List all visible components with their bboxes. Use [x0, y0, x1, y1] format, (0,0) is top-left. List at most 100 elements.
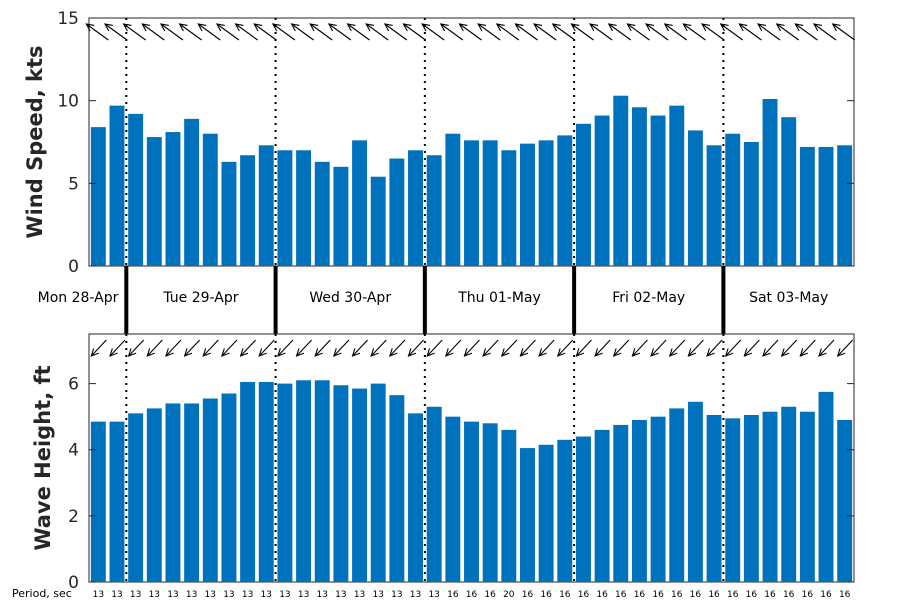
- period-value: 16: [447, 590, 459, 600]
- wave-height-bar: [743, 415, 759, 582]
- wind-arrow: [290, 23, 314, 41]
- period-value: 13: [261, 590, 272, 600]
- wave-arrow: [389, 339, 406, 357]
- wind-direction-arrows: [85, 23, 855, 41]
- wind-arrow: [514, 23, 538, 41]
- wave-height-bar: [202, 398, 218, 582]
- day-label: Thu 01-May: [457, 290, 541, 306]
- wave-height-bar: [837, 419, 853, 582]
- wave-arrow: [500, 339, 518, 357]
- period-value: 13: [317, 590, 328, 600]
- period-value: 16: [746, 590, 758, 600]
- wave-height-bar: [799, 411, 815, 582]
- wind-arrow: [757, 23, 781, 41]
- wave-height-bar: [352, 388, 368, 582]
- wind-arrow: [103, 23, 128, 41]
- wave-height-bar: [109, 421, 125, 582]
- period-value: 16: [671, 590, 683, 600]
- wind-arrow: [122, 23, 146, 41]
- wind-speed-bar: [426, 155, 442, 266]
- wind-arrow: [551, 23, 576, 41]
- wave-arrow: [109, 339, 126, 357]
- wave-height-bar: [557, 439, 573, 582]
- wind-speed-bar: [146, 137, 162, 266]
- period-value: 16: [615, 590, 627, 600]
- wave-arrow: [127, 339, 145, 357]
- day-label: Tue 29-Apr: [162, 290, 238, 306]
- wind-arrow: [253, 23, 277, 41]
- wind-speed-bar: [464, 140, 479, 266]
- wind-speed-bar: [389, 158, 405, 266]
- wind-speed-bar: [221, 161, 237, 266]
- wave-height-bar: [781, 406, 797, 582]
- wave-direction-arrows: [90, 339, 854, 357]
- wave-height-bar: [240, 381, 256, 582]
- period-value: 16: [540, 590, 552, 600]
- wave-arrow: [258, 339, 275, 357]
- wave-arrow: [668, 339, 686, 357]
- wind-speed-panel: 0 5 10 15 Wind Speed, kts: [23, 9, 855, 277]
- wind-speed-bar: [202, 133, 218, 266]
- wind-arrow: [421, 23, 445, 41]
- wind-arrow: [663, 23, 688, 41]
- wind-speed-bar: [818, 146, 834, 266]
- wind-speed-y-ticks: 0 5 10 15: [57, 9, 854, 277]
- wind-speed-bar: [314, 161, 330, 266]
- wind-arrow: [607, 23, 632, 41]
- y-tick-label: 0: [68, 573, 79, 593]
- wind-arrow: [234, 23, 258, 41]
- wind-arrow: [626, 23, 650, 41]
- period-value: 13: [391, 590, 402, 600]
- wind-speed-bar: [128, 113, 144, 266]
- wind-arrow: [812, 23, 837, 41]
- period-value: 13: [167, 590, 178, 600]
- wave-arrow: [743, 339, 760, 357]
- wind-speed-bar: [631, 107, 647, 266]
- wave-height-panel: 0 2 4 6 Wave Height, ft: [31, 333, 855, 593]
- wind-arrow: [775, 23, 800, 41]
- wind-speed-bar: [538, 140, 554, 266]
- period-labels: 13 13 13 13 13 13 13 13 13 13 13 13 13 13 13 13 13 13 13 16…: [93, 590, 851, 600]
- wave-arrow: [836, 339, 854, 357]
- wave-height-bar: [408, 413, 423, 582]
- wind-speed-bar: [613, 95, 629, 267]
- wave-height-bar: [296, 380, 312, 582]
- period-value: 13: [205, 590, 216, 600]
- wave-arrow: [724, 339, 742, 357]
- day-label: Sat 03-May: [749, 290, 828, 306]
- wind-speed-bar: [445, 133, 461, 266]
- wave-arrow: [780, 339, 798, 357]
- period-value: 13: [130, 590, 141, 600]
- wind-arrow: [159, 23, 184, 41]
- wind-arrow: [402, 23, 426, 41]
- wind-speed-bars: [90, 95, 853, 267]
- wind-speed-bar: [408, 150, 423, 266]
- wave-height-bar: [818, 391, 834, 582]
- wave-height-bar: [146, 408, 162, 582]
- wind-arrow: [346, 23, 370, 41]
- wind-speed-bar: [837, 145, 853, 266]
- wave-height-bar: [687, 401, 703, 582]
- period-value: 13: [354, 590, 365, 600]
- wave-arrow: [650, 339, 667, 357]
- period-value: 13: [242, 590, 253, 600]
- wave-arrow: [706, 339, 723, 357]
- period-value: 16: [708, 590, 720, 600]
- wind-speed-axis-title: Wind Speed, kts: [23, 45, 47, 238]
- wave-height-bar: [165, 403, 181, 582]
- period-value: 13: [335, 590, 346, 600]
- period-value: 16: [690, 590, 702, 600]
- y-tick-label: 2: [68, 507, 79, 527]
- wind-speed-bar: [370, 176, 386, 266]
- y-tick-label: 5: [68, 174, 79, 194]
- wave-arrow: [239, 339, 256, 357]
- wave-height-bar: [613, 424, 629, 582]
- wave-arrow: [370, 339, 387, 357]
- period-value: 16: [839, 590, 851, 600]
- wave-height-bar: [314, 380, 330, 582]
- period-value: 16: [820, 590, 832, 600]
- wind-arrow: [327, 23, 352, 41]
- period-value: 16: [727, 590, 739, 600]
- period-value: 13: [428, 590, 439, 600]
